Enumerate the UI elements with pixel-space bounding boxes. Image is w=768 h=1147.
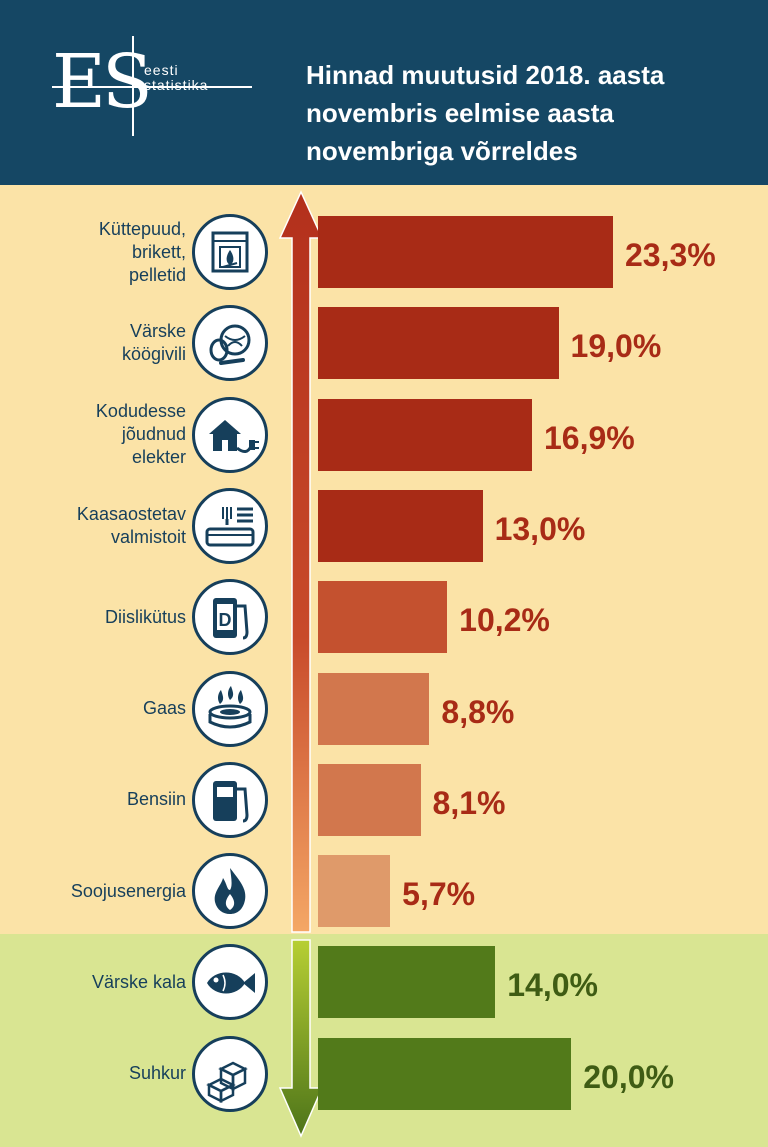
category-label-line: jõudnud — [121, 424, 186, 445]
data-label: 16,9% — [543, 419, 635, 456]
data-label: 14,0% — [507, 967, 598, 1004]
category-label: Diislikütus — [0, 606, 186, 629]
bar — [318, 672, 430, 745]
header: ES eesti statistika Hinnad muutusid 2018… — [0, 0, 768, 185]
category-label-line: Diislikütus — [104, 606, 186, 627]
bar — [318, 398, 532, 471]
house-plug-icon — [192, 396, 268, 473]
category-label-line: valmistoit — [110, 526, 186, 547]
category-label-line: Bensiin — [126, 789, 186, 810]
data-label: 13,0% — [494, 510, 586, 547]
takeaway-box-icon — [192, 487, 268, 564]
data-label: 23,3% — [625, 237, 716, 273]
title-line: novembris eelmise aasta — [306, 98, 614, 128]
fish-icon — [192, 944, 268, 1021]
category-label-line: Küttepuud, — [98, 218, 186, 239]
chart-title: Hinnad muutusid 2018. aasta novembris ee… — [306, 56, 746, 170]
bar — [318, 855, 391, 928]
category-label-line: Värske — [129, 321, 186, 342]
category-label: Kaasaostetav valmistoit — [0, 503, 186, 549]
bar — [318, 1037, 572, 1110]
bar — [318, 216, 613, 288]
bar — [318, 489, 483, 562]
category-label: Bensiin — [0, 788, 186, 811]
logo-horizontal-line — [52, 86, 252, 88]
bar — [318, 581, 448, 654]
logo-text-statistika: statistika — [144, 77, 209, 93]
category-label-line: Kodudesse — [95, 401, 186, 422]
category-label-line: Värske kala — [91, 971, 186, 992]
logo: ES eesti statistika — [52, 36, 252, 136]
category-label-line: Kaasaostetav — [76, 503, 186, 524]
gas-burner-icon — [192, 670, 268, 747]
category-label-line: brikett, — [131, 241, 186, 262]
category-label: Värske kala — [0, 971, 186, 994]
category-label-line: Suhkur — [128, 1063, 186, 1084]
sugar-cubes-icon — [192, 1035, 268, 1112]
category-label-line: elekter — [131, 447, 186, 468]
category-label: Värske köögivili — [0, 320, 186, 366]
diesel-pump-icon: D — [192, 579, 268, 656]
category-label-line: Gaas — [142, 698, 186, 718]
logo-text-eesti: eesti — [144, 62, 179, 78]
category-label: Soojusenergia — [0, 880, 186, 903]
title-line: Hinnad muutusid 2018. aasta — [306, 60, 665, 90]
fuel-pump-icon — [192, 761, 268, 838]
data-label: 20,0% — [583, 1058, 674, 1095]
category-label-line: köögivili — [121, 344, 186, 365]
data-label: 19,0% — [570, 328, 662, 365]
svg-text:D: D — [219, 610, 232, 630]
bar — [318, 307, 559, 380]
category-label: Kodudesse jõudnud elekter — [0, 400, 186, 469]
category-label: Gaas — [0, 697, 186, 720]
category-label: Küttepuud, brikett, pelletid — [0, 218, 186, 287]
category-label: Suhkur — [0, 1062, 186, 1085]
fireplace-icon — [192, 214, 268, 290]
data-label: 10,2% — [459, 602, 550, 639]
data-label: 8,8% — [441, 693, 515, 730]
data-label: 8,1% — [432, 784, 506, 821]
flame-icon — [192, 853, 268, 930]
category-label-line: pelletid — [128, 264, 186, 285]
title-line: novembriga võrreldes — [306, 136, 578, 166]
logo-mark: ES — [52, 39, 153, 125]
vegetables-icon — [192, 305, 268, 382]
bar — [318, 763, 421, 836]
category-label-line: Soojusenergia — [70, 880, 186, 901]
bar — [318, 946, 496, 1019]
data-label: 5,7% — [402, 876, 476, 913]
